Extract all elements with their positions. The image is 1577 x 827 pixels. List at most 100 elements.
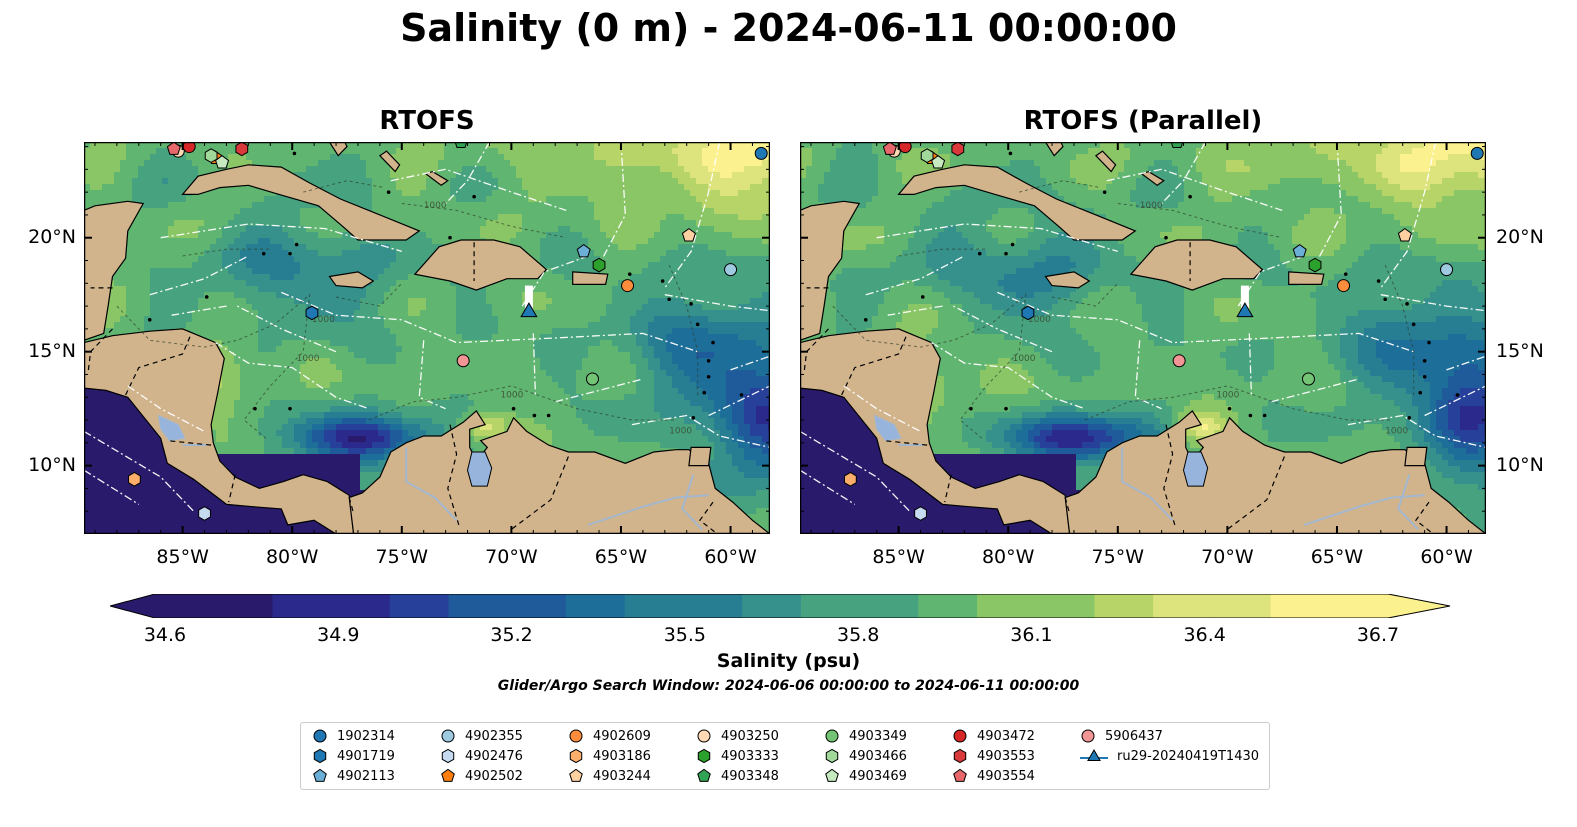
colorbar-bin: [742, 594, 802, 618]
legend-label: 4903250: [721, 728, 779, 744]
contour-label: 1000: [312, 315, 335, 325]
legend-symbol: [825, 748, 839, 764]
x-tick-label: 65°W: [1310, 546, 1364, 568]
y-tick-label-left: 20°N: [28, 225, 76, 248]
x-tick-label: 80°W: [265, 546, 319, 568]
legend-label: 4903348: [721, 768, 779, 784]
legend-symbol: [441, 768, 455, 782]
colorbar-bin: [1094, 594, 1154, 618]
legend-marker-icon: [697, 729, 711, 743]
legend-label: 4902113: [337, 768, 395, 784]
float-marker: [1397, 228, 1412, 242]
legend-label: 4901719: [337, 748, 395, 764]
legend-label: 4903554: [977, 768, 1035, 784]
x-tick-label: 60°W: [1420, 546, 1473, 568]
colorbar-bin: [213, 594, 273, 618]
legend-symbol: [953, 748, 967, 764]
legend-marker-icon: [313, 748, 327, 764]
legend-symbol: [569, 729, 583, 743]
float-marker: [914, 506, 927, 521]
x-tick-label: 75°W: [375, 546, 429, 568]
legend-marker-icon: [953, 748, 967, 764]
legend-symbol: [313, 768, 327, 782]
float-marker: [754, 146, 768, 160]
legend-marker-icon: [441, 748, 455, 764]
legend-entry: 4903554: [951, 766, 1035, 786]
colorbar-bin: [624, 594, 684, 618]
legend-entry: 4903186: [567, 746, 651, 766]
float-marker: [576, 243, 591, 258]
map-panel-rtofs: 1000 1000 1000 1000 1000: [84, 142, 770, 534]
y-tick-label-right: 10°N: [1496, 453, 1544, 476]
colorbar-bin: [155, 594, 215, 618]
float-marker: [305, 305, 319, 321]
legend-label: 4902476: [465, 748, 523, 764]
legend-label: 1902314: [337, 728, 395, 744]
float-marker: [1337, 279, 1351, 293]
float-marker: [235, 142, 249, 157]
float-marker: [585, 372, 599, 386]
legend-marker-icon: [313, 768, 327, 782]
y-tick-label-right: 15°N: [1496, 339, 1544, 362]
legend-symbol: [441, 748, 455, 764]
contour-label: 1000: [500, 390, 523, 400]
legend-label: 4903472: [977, 728, 1035, 744]
colorbar-tick-label: 34.9: [317, 624, 360, 646]
legend-entry: 4902355: [439, 726, 523, 746]
legend-marker-icon: [697, 748, 711, 764]
contour-label: 1000: [297, 354, 320, 364]
float-marker: [681, 228, 696, 242]
legend-marker-icon: [825, 768, 839, 782]
legend-marker-icon: [825, 729, 839, 743]
legend-entry: 4901719: [311, 746, 395, 766]
panel-title-rtofs-parallel: RTOFS (Parallel): [1023, 106, 1263, 136]
colorbar-bin: [859, 594, 919, 618]
colorbar-bin: [272, 594, 332, 618]
colorbar-extend-high: [1388, 594, 1450, 618]
float-marker: [1470, 146, 1484, 160]
float-marker: [920, 148, 934, 164]
legend-entry: 4903553: [951, 746, 1035, 766]
legend-entry: 4903472: [951, 726, 1035, 746]
float-marker: [454, 142, 468, 148]
colorbar-bin: [1153, 594, 1213, 618]
legend-marker-icon: [313, 729, 327, 743]
legend-label: 4902355: [465, 728, 523, 744]
float-marker: [1170, 142, 1184, 148]
legend-marker-icon: [441, 768, 455, 782]
legend-marker-icon: [1081, 729, 1095, 743]
legend-symbol: [825, 729, 839, 743]
legend-label: 4903466: [849, 748, 907, 764]
panel-title-rtofs: RTOFS: [379, 106, 475, 136]
contour-label: 1000: [1216, 390, 1239, 400]
legend-symbol: [953, 729, 967, 743]
legend-marker-icon: [441, 729, 455, 743]
x-tick-label: 85°W: [872, 546, 925, 568]
legend-marker-icon: [953, 768, 967, 782]
legend-symbol: [697, 768, 711, 782]
contour-label: 1000: [424, 201, 447, 211]
contour-label: 1000: [1385, 427, 1408, 437]
colorbar-tick-label: 35.2: [490, 624, 533, 646]
legend-label: 5906437: [1105, 728, 1163, 744]
colorbar-bin: [1211, 594, 1272, 618]
colorbar-bin: [683, 594, 743, 618]
legend-entry: 4903333: [695, 746, 779, 766]
legend-entry: 4903466: [823, 746, 907, 766]
legend-entry: 1902314: [311, 726, 395, 746]
colorbar-bin: [1035, 594, 1095, 618]
legend-symbol: [697, 729, 711, 743]
colorbar-bin: [800, 594, 861, 618]
contour-label: 1000: [1028, 315, 1051, 325]
colorbar-extend-low: [110, 594, 155, 618]
contour-label: 1000: [669, 427, 692, 437]
colorbar-tick-label: 35.8: [836, 624, 880, 646]
colorbar: [110, 594, 1451, 618]
colorbar-bin: [389, 594, 450, 618]
legend-marker-icon: [953, 729, 967, 743]
legend-symbol: [313, 729, 327, 743]
colorbar-tick-label: 36.1: [1010, 624, 1053, 646]
legend-label: 4903333: [721, 748, 779, 764]
legend-entry: 4902609: [567, 726, 651, 746]
contour-label: 1000: [1140, 201, 1163, 211]
